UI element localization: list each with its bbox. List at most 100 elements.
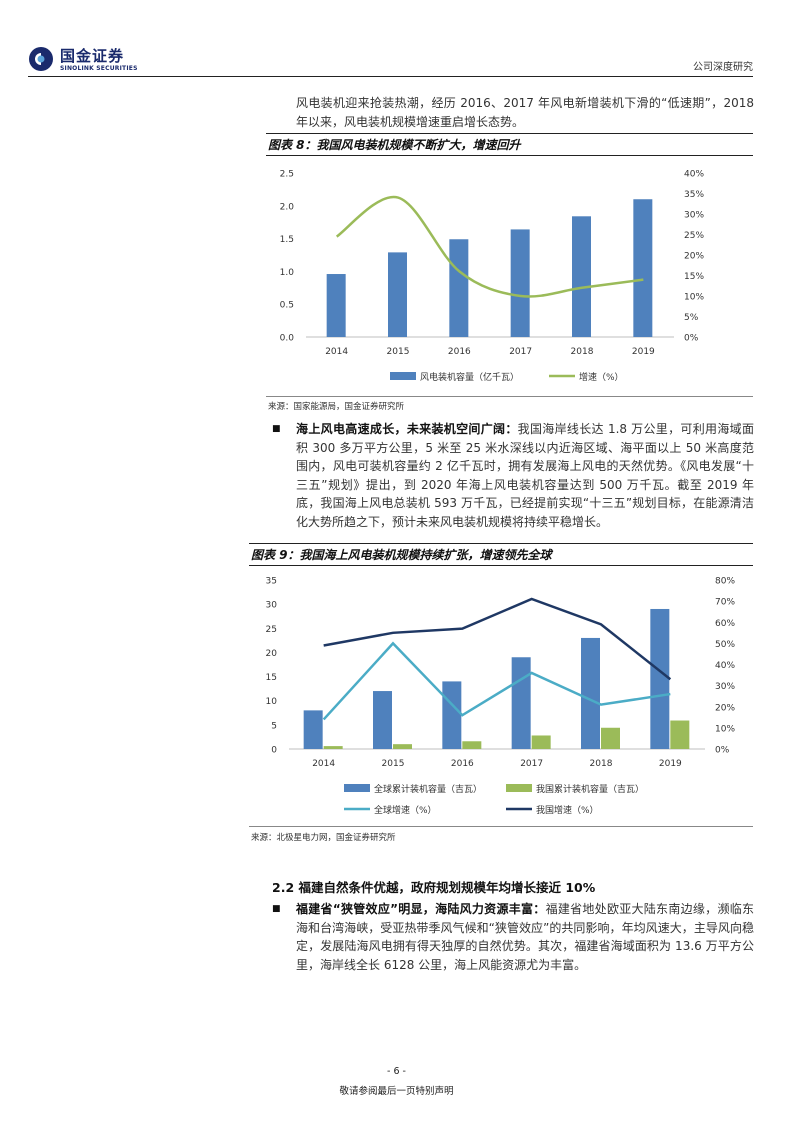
- legend-label: 增速（%）: [579, 371, 624, 383]
- x-tick-label: 2016: [451, 759, 474, 769]
- y-right-tick-label: 80%: [715, 577, 735, 587]
- bullet-square-icon: ■: [272, 424, 281, 434]
- figure9-source: 来源：北极星电力网，国金证券研究所: [251, 833, 396, 843]
- y-right-tick-label: 25%: [684, 231, 704, 241]
- x-tick-label: 2018: [590, 759, 613, 769]
- chart-wind-capacity: 0.0 0.5 1.0 1.5 2.0 2.5 0% 5% 10% 15% 20% 25% 30% 35%…: [280, 170, 705, 384]
- legend-swatch: [506, 784, 532, 792]
- bar: [303, 710, 323, 749]
- y-right-tick-label: 40%: [715, 661, 735, 671]
- x-tick-label: 2019: [659, 759, 682, 769]
- report-type-label: 公司深度研究: [693, 62, 753, 73]
- bullet-square-icon: ■: [272, 904, 281, 914]
- y-left-tick-label: 35: [266, 577, 277, 587]
- figure8-title-rule: [266, 155, 753, 156]
- y-right-tick-label: 0%: [715, 746, 730, 756]
- x-tick-label: 2017: [520, 759, 543, 769]
- y-right-tick-label: 35%: [684, 190, 704, 200]
- y-left-tick-label: 15: [266, 673, 277, 683]
- x-tick-label: 2014: [312, 759, 335, 769]
- figure8-top-rule: [266, 133, 753, 134]
- figure9-title: 图表 9：我国海上风电装机规模持续扩张，增速领先全球: [251, 548, 552, 562]
- bar: [393, 744, 412, 749]
- bar: [323, 746, 343, 749]
- bullet2-text: 福建省地处欧亚大陆东南边缘，濒临东海和台湾海峡，受亚热带季风气候和“狭管效应”的…: [296, 902, 754, 972]
- logo-cn-text: 国金证券: [60, 47, 125, 65]
- y-right-tick-label: 70%: [715, 598, 735, 608]
- page-number: - 6 -: [387, 1066, 406, 1077]
- chart-offshore-wind: 0 5 10 15 20 25 30 35 0% 10% 20% 30% 40% 50% 60% 70% 80%…: [266, 577, 736, 817]
- company-logo: 国金证券 SINOLINK SECURITIES: [28, 46, 158, 76]
- bar: [510, 229, 530, 337]
- y-left-tick-label: 10: [266, 697, 278, 707]
- bar: [531, 735, 551, 749]
- y-left-tick-label: 5: [271, 721, 277, 731]
- y-right-tick-label: 60%: [715, 619, 735, 629]
- bar: [326, 274, 346, 337]
- y-right-tick-label: 10%: [715, 724, 735, 734]
- x-tick-label: 2014: [325, 347, 348, 357]
- legend-label: 我国增速（%）: [536, 804, 599, 816]
- bullet1-bold: 海上风电高速成长，未来装机空间广阔：: [296, 422, 518, 436]
- legend-label: 全球增速（%）: [374, 804, 437, 816]
- bullet1-text: 我国海岸线长达 1.8 万公里，可利用海域面积 300 多万平方公里，5 米至 …: [296, 422, 754, 529]
- bar: [633, 199, 653, 337]
- legend-label: 全球累计装机容量（吉瓦）: [374, 783, 482, 795]
- bar: [373, 691, 392, 749]
- bar: [442, 681, 462, 749]
- x-tick-label: 2017: [509, 347, 532, 357]
- series-line: [335, 195, 644, 298]
- x-tick-label: 2015: [387, 347, 410, 357]
- y-right-tick-label: 15%: [684, 272, 704, 282]
- bar: [449, 239, 469, 337]
- y-left-tick-label: 0.5: [280, 301, 294, 311]
- figure9-top-rule: [249, 543, 753, 544]
- y-right-tick-label: 30%: [715, 682, 735, 692]
- y-right-tick-label: 20%: [684, 252, 704, 262]
- logo-en-text: SINOLINK SECURITIES: [60, 65, 138, 72]
- x-tick-label: 2015: [382, 759, 405, 769]
- x-tick-label: 2018: [571, 347, 594, 357]
- y-right-tick-label: 10%: [684, 293, 704, 303]
- y-left-tick-label: 20: [266, 649, 278, 659]
- y-right-tick-label: 40%: [684, 170, 704, 180]
- y-left-tick-label: 25: [266, 625, 277, 635]
- section-heading: 2.2 福建自然条件优越，政府规划规模年均增长接近 10%: [272, 880, 596, 895]
- figure8-bottom-rule: [266, 396, 753, 397]
- bullet1-paragraph: 海上风电高速成长，未来装机空间广阔：我国海岸线长达 1.8 万公里，可利用海域面…: [296, 420, 754, 531]
- series-line: [322, 641, 671, 721]
- y-left-tick-label: 30: [266, 601, 278, 611]
- figure8-source: 来源：国家能源局，国金证券研究所: [268, 402, 405, 412]
- bar: [388, 252, 407, 337]
- bar: [581, 637, 600, 749]
- x-tick-label: 2019: [632, 347, 655, 357]
- y-right-tick-label: 50%: [715, 640, 735, 650]
- legend-label: 我国累计装机容量（吉瓦）: [536, 783, 644, 795]
- intro-paragraph: 风电装机迎来抢装热潮，经历 2016、2017 年风电新增装机下滑的“低速期”，…: [296, 96, 754, 129]
- logo-mark-icon: [29, 47, 53, 71]
- y-right-tick-label: 30%: [684, 211, 704, 221]
- figure9-bottom-rule: [249, 826, 753, 827]
- bar: [670, 720, 690, 749]
- legend-label: 风电装机容量（亿千瓦）: [420, 371, 519, 383]
- y-left-tick-label: 1.5: [280, 235, 294, 245]
- y-left-tick-label: 0.0: [280, 334, 295, 344]
- header-rule: [28, 76, 753, 77]
- y-left-tick-label: 0: [271, 746, 277, 756]
- y-right-tick-label: 20%: [715, 703, 735, 713]
- y-right-tick-label: 5%: [684, 313, 699, 323]
- bar: [462, 741, 482, 749]
- y-right-tick-label: 0%: [684, 334, 699, 344]
- legend-swatch: [390, 372, 416, 380]
- bar: [511, 657, 531, 749]
- bar: [601, 727, 620, 749]
- series-line: [323, 597, 672, 681]
- bar: [572, 216, 591, 337]
- bullet2-bold: 福建省“狭管效应”明显，海陆风力资源丰富：: [296, 902, 546, 916]
- y-left-tick-label: 2.5: [280, 170, 294, 180]
- figure8-title: 图表 8：我国风电装机规模不断扩大，增速回升: [268, 138, 521, 152]
- figure9-title-rule: [249, 565, 753, 566]
- bar: [650, 608, 670, 749]
- bullet2-paragraph: 福建省“狭管效应”明显，海陆风力资源丰富：福建省地处欧亚大陆东南边缘，濒临东海和…: [296, 900, 754, 974]
- footer-disclaimer: 敬请参阅最后一页特别声明: [339, 1086, 454, 1097]
